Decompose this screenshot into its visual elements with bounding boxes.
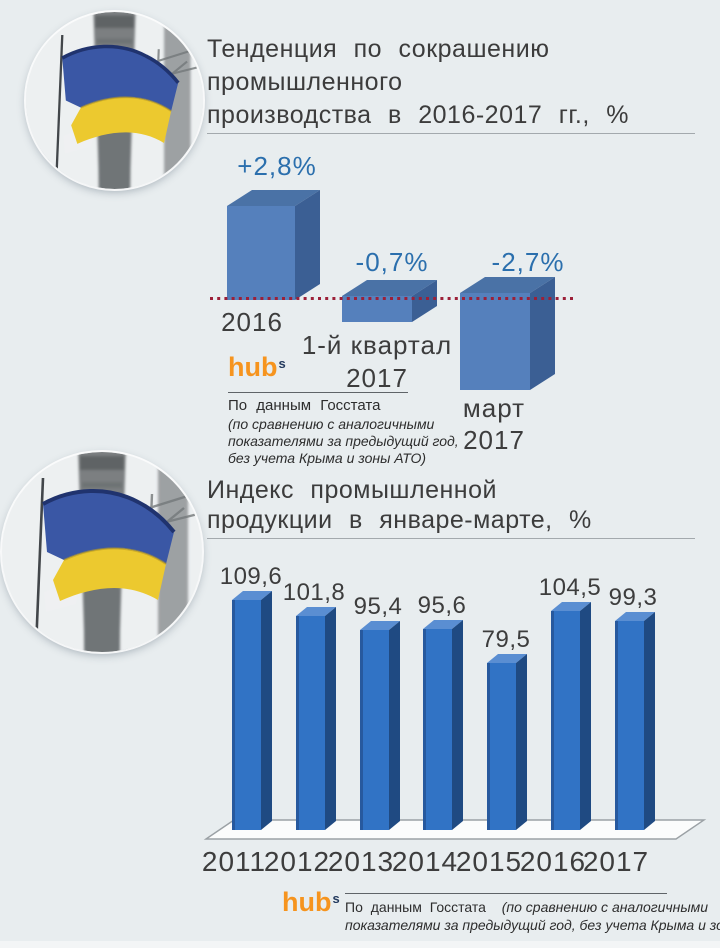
chart2-year-label-2017: 2017 [582, 846, 650, 877]
source-italic-text2: показателями за предыдущий год, без учет… [345, 917, 720, 933]
hub-logo-sup: s [278, 356, 286, 371]
hub-logo-top: hubs [228, 352, 286, 383]
section1-title-line2: промышленного [207, 68, 403, 96]
section2-title-divider [207, 538, 695, 539]
chart2-value-label-2016: 104,5 [538, 574, 602, 601]
bottom-edge-strip [0, 941, 720, 948]
chart1-bar-1-й квартал 2017 [342, 280, 437, 322]
chart2-index-bars [232, 591, 655, 830]
chart1-value-label-q1-2017: -0,7% [355, 247, 429, 277]
chart1-category-march-line1: март [462, 393, 526, 423]
hub-logo-text: hub [228, 352, 278, 382]
chart1-value-label-2016: +2,8% [237, 151, 317, 181]
section1-source-italic1: (по сравнению с аналогичными [228, 416, 435, 432]
chart1-bar-март 2017 [460, 277, 555, 390]
hub-logo-bottom: hubs [282, 887, 340, 918]
chart2-year-label-2013: 2013 [327, 846, 395, 877]
chart1-bar-2016 [227, 190, 320, 300]
section2-source-line2: показателями за предыдущий год, без учет… [345, 917, 720, 933]
flag-chimney-photo-bottom [0, 450, 204, 654]
chart1-category-q1-line2: 2017 [346, 363, 408, 393]
chart2-year-label-2012: 2012 [263, 846, 331, 877]
section2-source-line1: По данным Госстата (по сравнению с анало… [345, 899, 708, 915]
chart2-value-label-2015: 79,5 [481, 626, 531, 653]
source-italic-text1: (по сравнению с аналогичными [501, 899, 709, 915]
chart2-bar-2015 [487, 654, 527, 830]
chart1-value-label-march-2017: -2,7% [491, 247, 565, 277]
chart2-bar-2016 [551, 602, 591, 830]
section1-title-divider [207, 133, 695, 134]
section1-source-divider [228, 392, 408, 393]
chart2-bar-2012 [296, 607, 336, 830]
chart2-bar-2013 [360, 621, 400, 830]
section1-source-italic2: показателями за предыдущий год, [228, 433, 459, 449]
chart2-value-label-2013: 95,4 [353, 593, 403, 620]
hub-logo-text: hub [282, 887, 332, 917]
chart1-category-march-line2: 2017 [463, 425, 525, 455]
section1-source-line: По данным Госстата [228, 397, 381, 414]
chart2-value-label-2014: 95,6 [417, 592, 467, 619]
chart2-value-label-2017: 99,3 [608, 584, 658, 611]
chart2-year-label-2011: 2011 [201, 846, 267, 877]
chart2-year-label-2016: 2016 [519, 846, 587, 877]
hub-logo-sup: s [332, 891, 340, 906]
section2-title-line2: продукции в январе-марте, % [207, 506, 592, 534]
chart2-year-label-2014: 2014 [391, 846, 459, 877]
chart2-bar-2011 [232, 591, 272, 830]
source-regular-text: По данным Госстата [345, 899, 486, 915]
chart2-bar-2014 [423, 620, 463, 830]
flag-yellow-field [71, 97, 172, 144]
chart1-category-2016: 2016 [221, 307, 283, 337]
section2-source-divider [345, 893, 667, 894]
section1-title-line1: Тенденция по сокрашению [207, 35, 550, 63]
flag-blue-field [62, 46, 179, 112]
section2-title-line1: Индекс промышленной [207, 476, 497, 504]
chart1-trend-bars [227, 190, 555, 390]
section1-source-italic3: без учета Крыма и зоны АТО) [228, 450, 427, 466]
chart2-bar-2017 [615, 612, 655, 830]
chart2-value-label-2011: 109,6 [219, 563, 283, 590]
flagpole [54, 34, 64, 186]
flag-chimney-illustration [2, 452, 202, 652]
chart1-category-q1-line1: 1-й квартал [301, 330, 453, 360]
section1-title-line3: производства в 2016-2017 гг., % [207, 101, 629, 129]
chart2-value-label-2012: 101,8 [282, 579, 346, 606]
chart2-year-label-2015: 2015 [455, 846, 523, 877]
